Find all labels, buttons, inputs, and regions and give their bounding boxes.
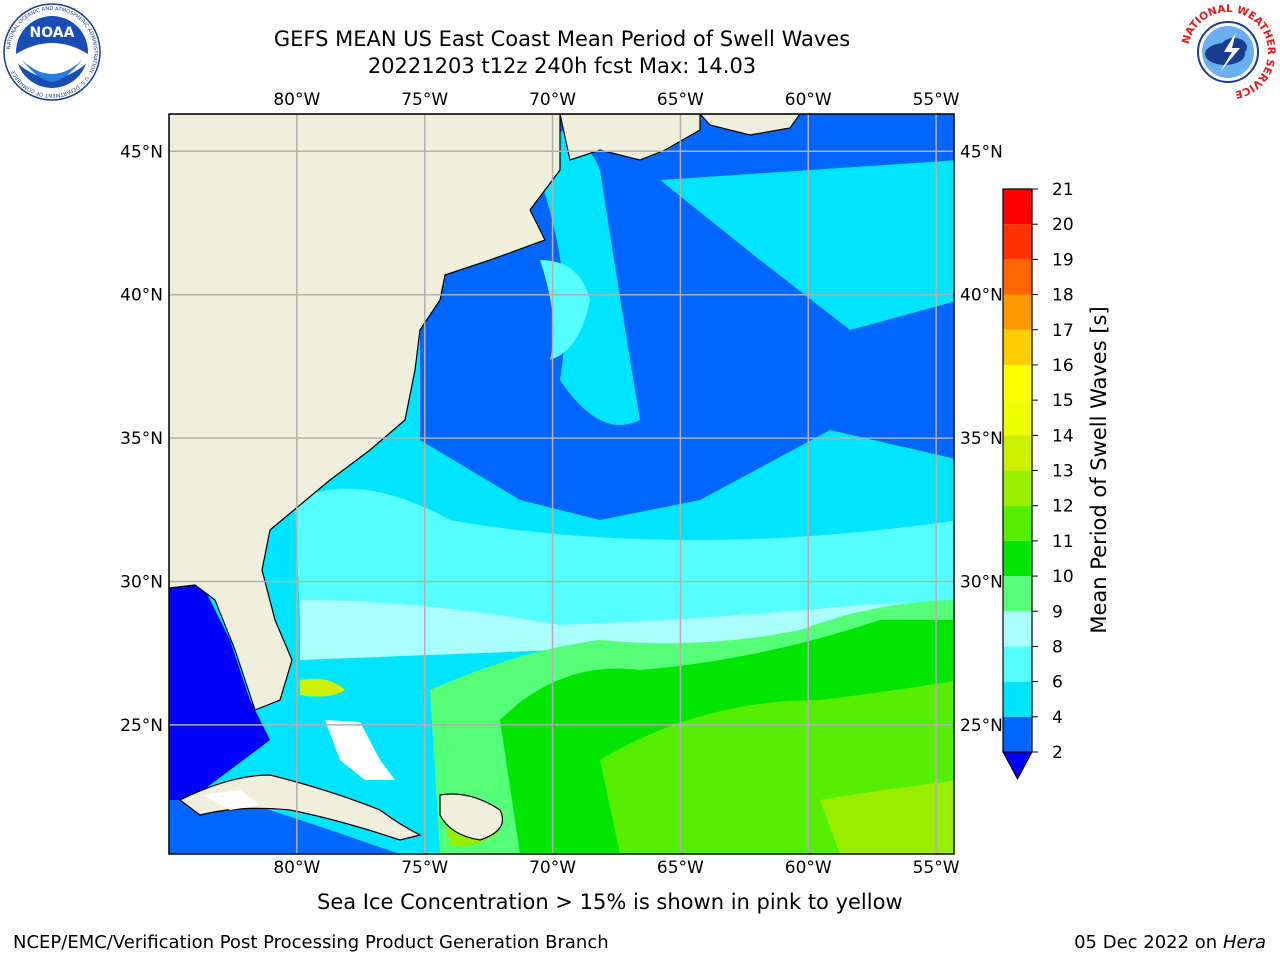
issue-date-text: 05 Dec 2022 on xyxy=(1074,932,1218,953)
hispaniola-land xyxy=(439,793,504,841)
latitude-tick-label: 30°N xyxy=(120,573,163,593)
latitude-tick-label: 25°N xyxy=(120,716,163,736)
nova-scotia-land xyxy=(559,114,701,161)
credit-text: NCEP/EMC/Verification Post Processing Pr… xyxy=(13,932,609,953)
colorbar-tick-labels: 2 4 6 8 9 10 11 12 13 14 15 16 17 18 19 20 21 xyxy=(1032,180,1074,763)
longitude-labels-bottom: 80°W 75°W 70°W 65°W 60°W 55°W xyxy=(273,858,959,878)
longitude-tick-label: 75°W xyxy=(401,90,448,110)
ocean-band-4-6-plume xyxy=(520,128,640,425)
graticule xyxy=(169,114,954,854)
longitude-labels-top: 80°W 75°W 70°W 65°W 60°W 55°W xyxy=(273,90,959,110)
colorbar-swatch xyxy=(1003,716,1032,752)
longitude-tick-label: 65°W xyxy=(657,90,704,110)
chart-title: GEFS MEAN US East Coast Mean Period of S… xyxy=(273,27,851,51)
colorbar-tick-label: 6 xyxy=(1052,673,1063,693)
colorbar-title: Mean Period of Swell Waves [s] xyxy=(1087,306,1111,633)
longitude-tick-label: 60°W xyxy=(785,858,832,878)
bahamas-band-13-14 xyxy=(300,678,345,697)
latitude-tick-label: 35°N xyxy=(120,429,163,449)
colorbar-tick-label: 19 xyxy=(1052,250,1074,270)
cuba-shelf xyxy=(203,790,260,810)
colorbar-tick-label: 17 xyxy=(1052,321,1074,341)
issue-date: 05 Dec 2022 on Hera xyxy=(1074,932,1266,953)
colorbar-tick-label: 13 xyxy=(1052,462,1074,482)
map-plot-area xyxy=(169,114,954,854)
colorbar-tick-label: 8 xyxy=(1052,637,1063,657)
newfoundland-land xyxy=(699,114,801,136)
latitude-tick-label: 45°N xyxy=(120,142,163,162)
colorbar-tick-label: 9 xyxy=(1052,602,1063,622)
latitude-tick-label: 35°N xyxy=(960,429,1003,449)
colorbar-tick-label: 2 xyxy=(1052,743,1063,763)
longitude-tick-label: 80°W xyxy=(273,858,320,878)
map-frame xyxy=(168,113,955,855)
bahamas-bank xyxy=(325,720,395,780)
colorbar-swatch xyxy=(1003,470,1032,506)
latitude-tick-label: 40°N xyxy=(120,286,163,306)
colorbar-swatch xyxy=(1003,576,1032,612)
longitude-tick-label: 60°W xyxy=(785,90,832,110)
latitude-tick-label: 45°N xyxy=(960,142,1003,162)
colorbar xyxy=(1002,188,1033,781)
colorbar-tick-label: 16 xyxy=(1052,356,1074,376)
colorbar-swatch xyxy=(1003,505,1032,541)
colorbar-swatch xyxy=(1003,611,1032,647)
colorbar-swatch xyxy=(1003,329,1032,365)
latitude-tick-label: 40°N xyxy=(960,286,1003,306)
longitude-tick-label: 70°W xyxy=(529,858,576,878)
caribbean-band-2-4 xyxy=(169,800,400,854)
longitude-tick-label: 65°W xyxy=(657,858,704,878)
sea-ice-note: Sea Ice Concentration > 15% is shown in … xyxy=(317,890,903,914)
ocean-band-4-6-northeast xyxy=(660,160,954,330)
latitude-labels-right: 45°N 40°N 35°N 30°N 25°N xyxy=(960,142,1003,736)
latitude-labels-left: 45°N 40°N 35°N 30°N 25°N xyxy=(120,142,163,736)
longitude-tick-label: 55°W xyxy=(913,858,960,878)
gulf-band-under-2 xyxy=(169,580,270,810)
colorbar-tick-label: 18 xyxy=(1052,286,1074,306)
latitude-tick-label: 30°N xyxy=(960,573,1003,593)
colorbar-swatch xyxy=(1003,224,1032,260)
colorbar-swatch xyxy=(1003,435,1032,471)
colorbar-tick-label: 20 xyxy=(1052,215,1074,235)
colorbar-swatch xyxy=(1003,259,1032,295)
longitude-tick-label: 80°W xyxy=(273,90,320,110)
colorbar-under-arrow xyxy=(1002,751,1033,781)
noaa-logo: NOAA NATIONAL OCEANIC AND ATMOSPHERIC AD… xyxy=(3,3,101,101)
colorbar-swatch xyxy=(1003,400,1032,436)
longitude-tick-label: 70°W xyxy=(529,90,576,110)
colorbar-swatch xyxy=(1003,681,1032,717)
colorbar-tick-label: 14 xyxy=(1052,426,1074,446)
colorbar-tick-label: 10 xyxy=(1052,567,1074,587)
longitude-tick-label: 55°W xyxy=(913,90,960,110)
colorbar-tick-label: 11 xyxy=(1052,532,1074,552)
noaa-logo-text: NOAA xyxy=(30,25,75,41)
colorbar-tick-label: 4 xyxy=(1052,708,1063,728)
colorbar-swatch xyxy=(1003,646,1032,682)
nws-logo: NATIONAL WEATHER SERVICE xyxy=(1180,3,1277,101)
longitude-tick-label: 75°W xyxy=(401,858,448,878)
north-america-land xyxy=(169,114,561,711)
chart-subtitle: 20221203 t12z 240h fcst Max: 14.03 xyxy=(367,54,757,78)
colorbar-tick-label: 15 xyxy=(1052,391,1074,411)
colorbar-tick-label: 12 xyxy=(1052,497,1074,517)
colorbar-swatch xyxy=(1003,189,1032,225)
colorbar-swatch xyxy=(1003,364,1032,401)
ocean-band-6-8-south xyxy=(295,488,954,630)
latitude-tick-label: 25°N xyxy=(960,716,1003,736)
host-name: Hera xyxy=(1222,932,1266,953)
ocean-band-12-13 xyxy=(820,780,954,854)
colorbar-swatch xyxy=(1003,294,1032,330)
colorbar-swatch xyxy=(1003,540,1032,577)
colorbar-tick-label: 21 xyxy=(1052,180,1074,200)
